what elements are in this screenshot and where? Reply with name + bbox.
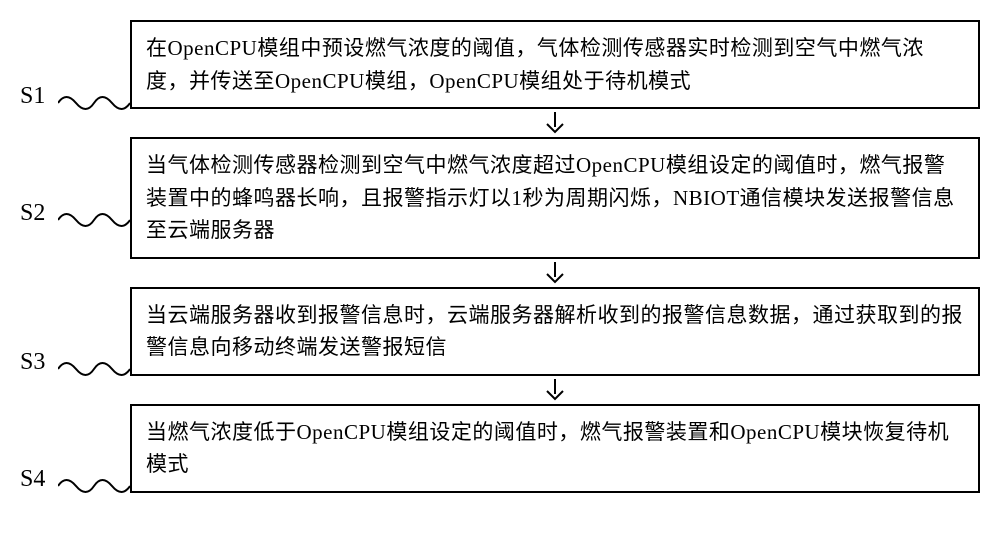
step-label: S4	[20, 466, 45, 493]
arrow-wrap	[10, 109, 980, 137]
flowchart: S1 在OpenCPU模组中预设燃气浓度的阈值，气体检测传感器实时检测到空气中燃…	[10, 20, 980, 493]
step-box: 当云端服务器收到报警信息时，云端服务器解析收到的报警信息数据，通过获取到的报警信…	[130, 287, 980, 376]
squiggle-connector-icon	[58, 210, 130, 230]
arrow-down-icon	[545, 376, 565, 404]
arrow-down-icon	[545, 259, 565, 287]
step-box: 在OpenCPU模组中预设燃气浓度的阈值，气体检测传感器实时检测到空气中燃气浓度…	[130, 20, 980, 109]
step-box: 当燃气浓度低于OpenCPU模组设定的阈值时，燃气报警装置和OpenCPU模块恢…	[130, 404, 980, 493]
step-label: S3	[20, 349, 45, 376]
step-box: 当气体检测传感器检测到空气中燃气浓度超过OpenCPU模组设定的阈值时，燃气报警…	[130, 137, 980, 259]
step-row: S2 当气体检测传感器检测到空气中燃气浓度超过OpenCPU模组设定的阈值时，燃…	[10, 137, 980, 259]
step-label: S2	[20, 200, 45, 227]
step-label: S1	[20, 83, 45, 110]
step-row: S3 当云端服务器收到报警信息时，云端服务器解析收到的报警信息数据，通过获取到的…	[10, 287, 980, 376]
squiggle-connector-icon	[58, 359, 130, 379]
squiggle-connector-icon	[58, 476, 130, 496]
arrow-wrap	[10, 259, 980, 287]
arrow-down-icon	[545, 109, 565, 137]
arrow-wrap	[10, 376, 980, 404]
step-row: S4 当燃气浓度低于OpenCPU模组设定的阈值时，燃气报警装置和OpenCPU…	[10, 404, 980, 493]
squiggle-connector-icon	[58, 93, 130, 113]
step-row: S1 在OpenCPU模组中预设燃气浓度的阈值，气体检测传感器实时检测到空气中燃…	[10, 20, 980, 109]
